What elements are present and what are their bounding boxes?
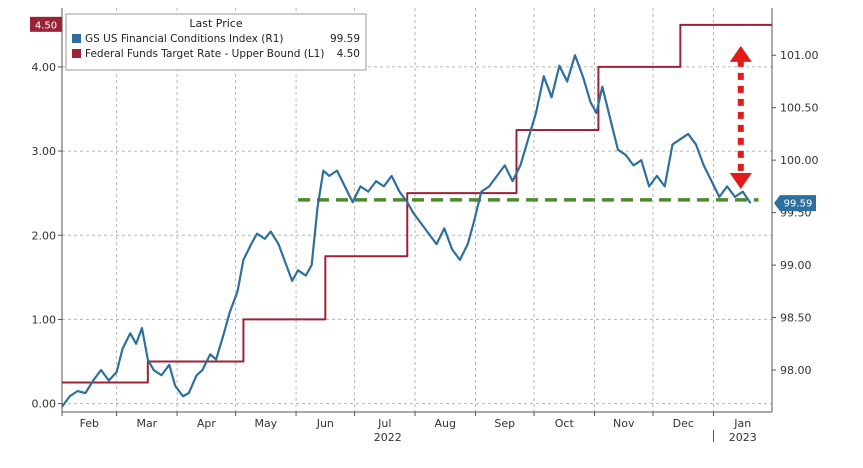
x-tick-label: Apr [197, 417, 217, 430]
legend-entry-label: Federal Funds Target Rate - Upper Bound … [85, 48, 324, 60]
grid [62, 8, 772, 412]
right-tick-label: 99.00 [780, 259, 812, 272]
left-tick-label: 0.00 [32, 398, 57, 411]
year-label: 2023 [729, 431, 757, 444]
legend-entry-label: GS US Financial Conditions Index (R1) [85, 33, 283, 45]
x-tick-label: Nov [613, 417, 635, 430]
legend-title: Last Price [189, 17, 242, 30]
series-line-fed-funds [62, 23, 772, 384]
x-tick-label: Mar [136, 417, 157, 430]
left-tick-label: 2.00 [32, 229, 57, 242]
legend: Last Price GS US Financial Conditions Ind… [65, 13, 367, 71]
right-tick-label: 100.50 [780, 102, 819, 115]
left-tick-label: 3.00 [32, 145, 57, 158]
year-label: 2022 [374, 431, 402, 444]
legend-box [65, 13, 367, 71]
legend-entry-value: 99.59 [330, 33, 360, 45]
x-axis: Feb Mar Apr May Jun Jul Aug Sep Oct Nov Dec Jan 2022… [61, 411, 772, 444]
left-tick-label: 4.00 [32, 61, 57, 74]
arrow-head-down [729, 172, 752, 189]
legend-swatch [72, 49, 81, 58]
x-tick-label: Sep [494, 417, 515, 430]
right-tick-label: 98.50 [780, 312, 812, 325]
right-tick-label: 100.00 [780, 154, 819, 167]
right-flag-value: 99.59 [784, 199, 813, 210]
x-tick-label: Feb [80, 417, 99, 430]
left-flag-value: 4.50 [35, 20, 57, 31]
x-tick-label: Jul [377, 417, 391, 430]
right-tick-label: 98.00 [780, 364, 812, 377]
left-tick-label: 1.00 [32, 313, 57, 326]
x-tick-label: May [254, 417, 277, 430]
series-line-gs-fci [61, 54, 752, 408]
right-flag-box [774, 195, 816, 212]
x-tick-label: Jan [733, 417, 751, 430]
annotations [298, 45, 759, 202]
legend-swatch [72, 34, 81, 43]
series-layer [61, 23, 772, 408]
left-axis: 0.00 1.00 2.00 3.00 4.00 [32, 8, 63, 412]
x-tick-label: Jun [316, 417, 334, 430]
right-tick-label: 101.00 [780, 49, 819, 62]
x-tick-label: Dec [673, 417, 694, 430]
x-tick-label: Aug [435, 417, 456, 430]
last-value-flags: 4.50 99.59 [30, 16, 816, 212]
left-flag-box [30, 16, 62, 32]
x-tick-label: Oct [555, 417, 575, 430]
arrow-head-up [729, 45, 752, 62]
legend-entry-value: 4.50 [337, 48, 360, 60]
